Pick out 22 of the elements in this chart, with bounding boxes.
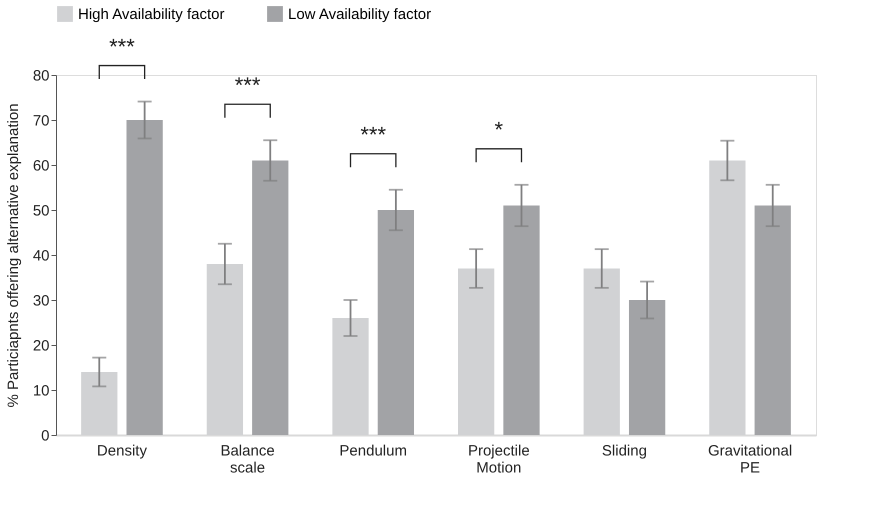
y-tick-label: 10 bbox=[32, 382, 50, 400]
x-tick-label: Pendulum bbox=[339, 442, 407, 460]
y-tick-label: 30 bbox=[32, 292, 50, 310]
annotation: *** bbox=[360, 122, 386, 147]
x-tick-label: Density bbox=[96, 442, 148, 460]
y-axis-title: % Particiapnts offering alternative explanation bbox=[4, 103, 22, 408]
legend-label: High Availability factor bbox=[78, 6, 224, 23]
y-tick-label: 20 bbox=[32, 338, 50, 354]
annotation: *** bbox=[234, 72, 261, 98]
y-tick-label: 0 bbox=[41, 428, 50, 444]
y-tick-label: 60 bbox=[32, 158, 50, 174]
annotation: * bbox=[494, 117, 504, 142]
y-tick-label: 40 bbox=[32, 248, 50, 264]
x-tick-label: Gravitational PE bbox=[708, 442, 792, 476]
x-tick-label: Projectile Motion bbox=[468, 442, 530, 476]
legend-label: Low Availability factor bbox=[288, 6, 432, 23]
text: *** bbox=[109, 34, 136, 59]
y-tick-label: 70 bbox=[32, 112, 50, 130]
x-tick-label: Sliding bbox=[602, 442, 647, 460]
y-tick-label: 80 bbox=[32, 68, 50, 84]
y-tick-label: 50 bbox=[32, 202, 50, 220]
x-tick-label: Balance scale bbox=[220, 442, 275, 476]
